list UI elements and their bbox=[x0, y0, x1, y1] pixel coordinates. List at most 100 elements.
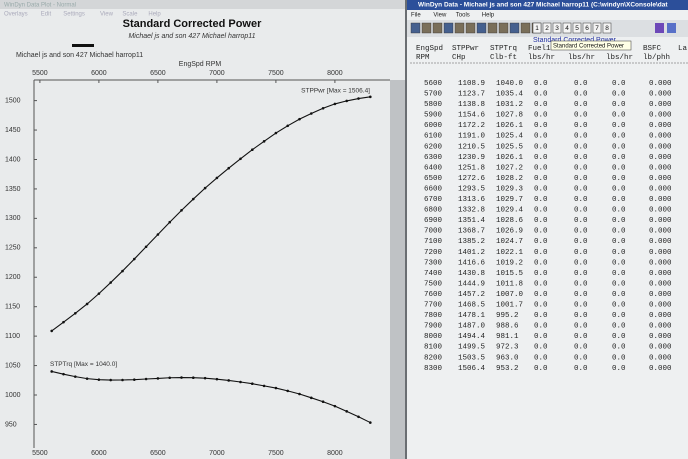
table-cell: 0.0 bbox=[612, 217, 626, 225]
point bbox=[144, 245, 148, 249]
x-tick-label-bottom: 6500 bbox=[150, 450, 166, 457]
table-cell: 0.000 bbox=[649, 143, 672, 151]
table-cell: 6300 bbox=[424, 154, 443, 162]
table-cell: 0.0 bbox=[612, 323, 626, 331]
point bbox=[274, 386, 278, 390]
series-label: STPPwr [Max = 1506.4] bbox=[301, 88, 370, 95]
table-cell: 0.0 bbox=[534, 249, 548, 257]
y-tick-label: 1300 bbox=[5, 215, 21, 222]
y-tick-label: 1200 bbox=[5, 274, 21, 281]
table-cell: 0.0 bbox=[612, 196, 626, 204]
table-cell: 7700 bbox=[424, 302, 443, 310]
toolbar-icon[interactable] bbox=[476, 22, 487, 34]
toolbar-button[interactable] bbox=[572, 22, 582, 34]
toolbar-icon[interactable] bbox=[655, 23, 664, 33]
table-cell: 1191.0 bbox=[458, 133, 486, 141]
table-cell: 0.0 bbox=[534, 122, 548, 130]
toolbar-button[interactable] bbox=[542, 22, 552, 34]
column-name: STPTrq bbox=[490, 45, 517, 53]
column-unit: lbs/hr bbox=[528, 54, 555, 62]
toolbar-button[interactable] bbox=[602, 22, 612, 34]
table-cell: 1027.2 bbox=[496, 164, 523, 172]
column-unit: RPM bbox=[416, 54, 430, 62]
menu-item[interactable]: Overlays bbox=[4, 12, 28, 18]
point bbox=[144, 377, 148, 381]
table-cell: 0.0 bbox=[534, 312, 548, 320]
table-cell: 0.0 bbox=[534, 91, 548, 99]
table-cell: 1503.5 bbox=[458, 354, 486, 362]
toolbar-button[interactable] bbox=[532, 22, 542, 34]
x-tick-label: 5500 bbox=[32, 70, 48, 77]
y-tick-label: 1050 bbox=[5, 362, 21, 369]
table-cell: 0.0 bbox=[574, 112, 588, 120]
toolbar-icon[interactable] bbox=[520, 22, 531, 34]
table-cell: 1401.2 bbox=[458, 249, 485, 257]
table-cell: 1022.1 bbox=[496, 249, 524, 257]
point bbox=[192, 197, 195, 201]
point bbox=[310, 112, 313, 115]
table-cell: 0.0 bbox=[574, 91, 588, 99]
toolbar-button[interactable] bbox=[582, 22, 592, 34]
table-cell: 0.000 bbox=[649, 312, 672, 320]
toolbar-button-label: 7 bbox=[595, 25, 599, 32]
menu-item[interactable]: View bbox=[433, 13, 447, 19]
table-cell: 1025.4 bbox=[496, 133, 524, 141]
toolbar-button[interactable] bbox=[592, 22, 602, 34]
point bbox=[133, 257, 136, 261]
point bbox=[85, 302, 89, 306]
table-cell: 0.0 bbox=[612, 291, 626, 299]
menu-item[interactable]: Help bbox=[148, 12, 161, 18]
menu-item[interactable]: Tools bbox=[456, 13, 470, 19]
point bbox=[286, 389, 290, 393]
table-cell: 5600 bbox=[424, 80, 443, 88]
right-window bbox=[407, 0, 688, 459]
point bbox=[156, 233, 160, 236]
table-cell: 0.000 bbox=[649, 164, 672, 172]
table-cell: 6200 bbox=[424, 143, 443, 151]
table-cell: 0.0 bbox=[534, 354, 548, 362]
toolbar-icon[interactable] bbox=[509, 22, 520, 34]
toolbar-icon[interactable] bbox=[443, 22, 454, 34]
menu-item[interactable]: Help bbox=[482, 13, 495, 19]
table-cell: 6700 bbox=[424, 196, 443, 204]
point bbox=[251, 148, 254, 152]
toolbar-icon[interactable] bbox=[454, 22, 465, 34]
point bbox=[192, 376, 195, 379]
table-cell: 1487.0 bbox=[458, 323, 486, 331]
y-tick-label: 1450 bbox=[5, 127, 21, 134]
toolbar-icon[interactable] bbox=[667, 23, 676, 33]
toolbar-icon[interactable] bbox=[410, 22, 421, 34]
table-cell: 0.0 bbox=[534, 365, 548, 373]
toolbar-button-label: 4 bbox=[565, 25, 569, 32]
menu-item[interactable]: Settings bbox=[63, 12, 85, 18]
menu-item[interactable]: File bbox=[411, 13, 421, 19]
point bbox=[180, 376, 183, 379]
series-line bbox=[51, 96, 371, 332]
table-cell: 0.0 bbox=[574, 323, 588, 331]
point bbox=[97, 378, 101, 381]
point bbox=[227, 379, 230, 382]
scrollbar[interactable] bbox=[390, 80, 405, 459]
table-cell: 0.0 bbox=[612, 270, 626, 278]
toolbar-icon[interactable] bbox=[465, 22, 476, 34]
table-cell: 981.1 bbox=[496, 333, 519, 341]
table-cell: 1123.7 bbox=[458, 91, 485, 99]
toolbar-icon[interactable] bbox=[432, 22, 443, 34]
toolbar-icon[interactable] bbox=[498, 22, 509, 34]
toolbar-icon[interactable] bbox=[421, 22, 432, 34]
table-cell: 1138.8 bbox=[458, 101, 485, 109]
table-cell: 1019.2 bbox=[496, 259, 523, 267]
menu-item[interactable]: Edit bbox=[41, 12, 52, 18]
table-cell: 0.0 bbox=[534, 112, 548, 120]
point bbox=[239, 380, 242, 384]
table-cell: 6400 bbox=[424, 164, 443, 172]
toolbar-button[interactable] bbox=[562, 22, 572, 34]
table-cell: 0.000 bbox=[649, 228, 672, 236]
table-cell: 8100 bbox=[424, 344, 443, 352]
toolbar-icon[interactable] bbox=[487, 22, 498, 34]
x-tick-label: 7500 bbox=[268, 70, 284, 77]
toolbar-button[interactable] bbox=[552, 22, 562, 34]
menu-item[interactable]: View bbox=[100, 12, 114, 18]
menu-item[interactable]: Scale bbox=[122, 12, 138, 18]
